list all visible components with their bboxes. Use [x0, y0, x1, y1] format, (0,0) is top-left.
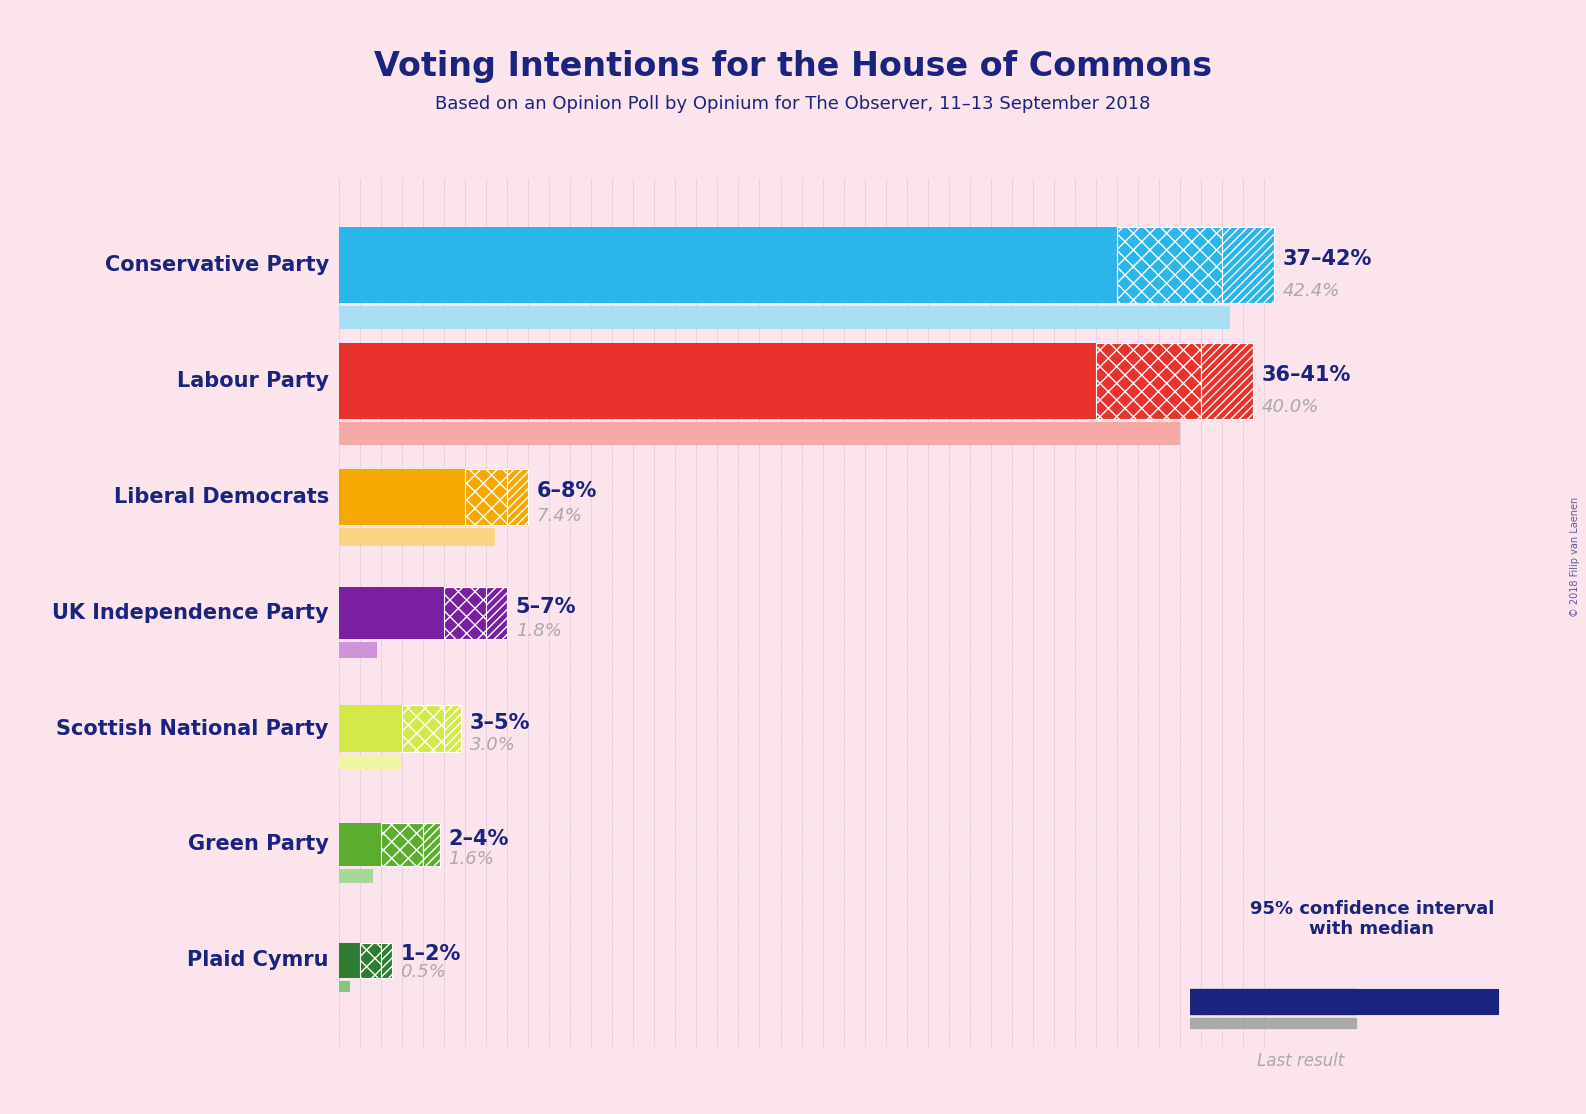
- Bar: [339, 705, 403, 752]
- Text: 0.5%: 0.5%: [400, 964, 446, 981]
- Bar: [444, 587, 487, 638]
- Bar: [487, 587, 508, 638]
- Text: Labour Party: Labour Party: [178, 371, 328, 391]
- Text: Voting Intentions for the House of Commons: Voting Intentions for the House of Commo…: [374, 50, 1212, 84]
- Bar: [339, 869, 373, 882]
- Bar: [381, 823, 423, 866]
- Bar: [1356, 989, 1440, 1014]
- Text: 40.0%: 40.0%: [1261, 399, 1320, 417]
- Text: 36–41%: 36–41%: [1261, 365, 1351, 385]
- Bar: [1201, 343, 1253, 419]
- Bar: [1440, 989, 1497, 1014]
- Text: 1.8%: 1.8%: [515, 622, 561, 639]
- Bar: [339, 942, 360, 978]
- Bar: [1190, 1018, 1356, 1027]
- Text: 95% confidence interval
with median: 95% confidence interval with median: [1250, 900, 1494, 938]
- Bar: [465, 469, 508, 525]
- Bar: [1117, 227, 1221, 303]
- Bar: [339, 587, 444, 638]
- Text: Green Party: Green Party: [189, 834, 328, 854]
- Bar: [339, 343, 1096, 419]
- Bar: [1221, 227, 1274, 303]
- Bar: [403, 705, 444, 752]
- Bar: [360, 942, 381, 978]
- Text: © 2018 Filip van Laenen: © 2018 Filip van Laenen: [1570, 497, 1580, 617]
- Text: 7.4%: 7.4%: [536, 507, 582, 526]
- Text: 2–4%: 2–4%: [449, 829, 509, 849]
- Bar: [339, 754, 403, 770]
- Bar: [444, 705, 462, 752]
- Text: 3–5%: 3–5%: [469, 713, 530, 733]
- Text: 5–7%: 5–7%: [515, 597, 576, 617]
- Bar: [339, 642, 377, 658]
- Bar: [339, 227, 1117, 303]
- Bar: [339, 980, 351, 993]
- Text: 3.0%: 3.0%: [469, 735, 515, 754]
- Bar: [339, 528, 495, 546]
- Text: 37–42%: 37–42%: [1283, 250, 1372, 270]
- Bar: [1096, 343, 1201, 419]
- Text: 1–2%: 1–2%: [400, 945, 460, 965]
- Bar: [339, 421, 1180, 444]
- Bar: [1190, 989, 1356, 1014]
- Bar: [339, 469, 465, 525]
- Text: Last result: Last result: [1256, 1052, 1345, 1069]
- Bar: [508, 469, 528, 525]
- Text: 6–8%: 6–8%: [536, 481, 598, 501]
- Text: UK Independence Party: UK Independence Party: [52, 603, 328, 623]
- Bar: [381, 942, 392, 978]
- Text: Conservative Party: Conservative Party: [105, 255, 328, 275]
- Text: Liberal Democrats: Liberal Democrats: [114, 487, 328, 507]
- Text: 42.4%: 42.4%: [1283, 283, 1340, 301]
- Text: Based on an Opinion Poll by Opinium for The Observer, 11–13 September 2018: Based on an Opinion Poll by Opinium for …: [435, 95, 1151, 113]
- Text: Plaid Cymru: Plaid Cymru: [187, 950, 328, 970]
- Text: 1.6%: 1.6%: [449, 850, 495, 869]
- Bar: [339, 823, 381, 866]
- Bar: [339, 305, 1231, 329]
- Text: Scottish National Party: Scottish National Party: [57, 719, 328, 739]
- Bar: [423, 823, 441, 866]
